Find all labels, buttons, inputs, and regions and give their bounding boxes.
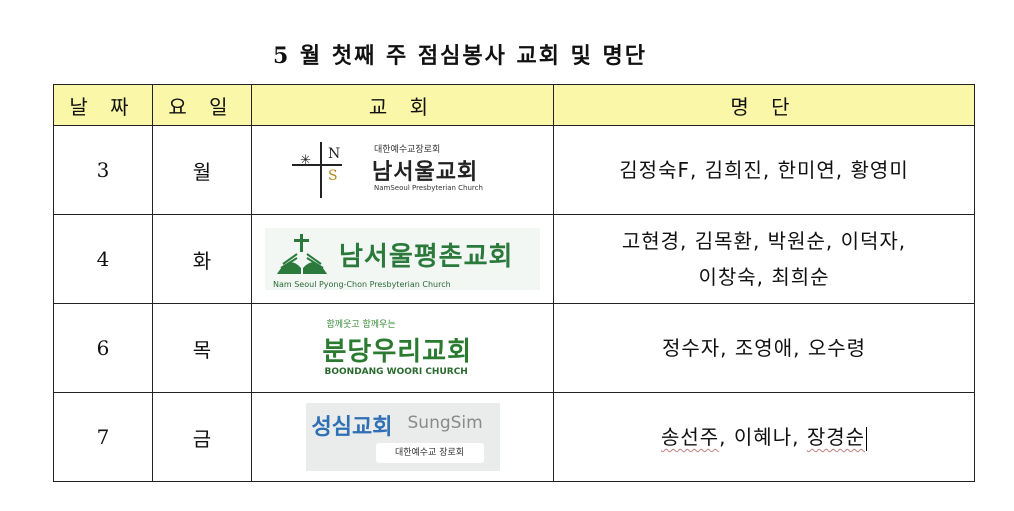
names-cell: 고현경, 김목환, 박원순, 이덕자, 이창숙, 최희순 xyxy=(553,214,975,304)
logo-mark-n: N xyxy=(328,146,341,162)
names-cell: 정수자, 조영애, 오수령 xyxy=(553,303,975,393)
header-names: 명 단 xyxy=(553,84,975,126)
table-header-row: 날 짜 요 일 교 회 명 단 xyxy=(53,84,975,126)
logo-english-name: BOONDANG WOORI CHURCH xyxy=(324,367,468,377)
document-title: 5 월 첫째 주 점심봉사 교회 및 명단 xyxy=(272,43,648,69)
volunteer-schedule-table: 날 짜 요 일 교 회 명 단 3 월 ✳ N S 대한예수교장로회 남서울교회… xyxy=(53,84,975,482)
logo-church-name: 분당우리교회 xyxy=(322,337,473,367)
open-book-cross-icon xyxy=(277,234,327,274)
name-separator: , xyxy=(792,425,807,449)
names-line: 고현경, 김목환, 박원순, 이덕자, xyxy=(621,229,907,253)
sungsim-church-logo: 성심교회 SungSim 대한예수교 장로회 xyxy=(305,403,500,471)
church-cell: 성심교회 SungSim 대한예수교 장로회 xyxy=(251,392,554,482)
boondang-woori-church-logo: 함께웃고 함께우는 분당우리교회 BOONDANG WOORI CHURCH xyxy=(313,315,493,381)
pyongchon-church-logo: 남서울평촌교회 Nam Seoul Pyong-Chon Presbyteria… xyxy=(265,228,540,290)
church-cell: 함께웃고 함께우는 분당우리교회 BOONDANG WOORI CHURCH xyxy=(251,303,554,393)
table-row: 6 목 함께웃고 함께우는 분당우리교회 BOONDANG WOORI CHUR… xyxy=(53,303,975,393)
names-cell[interactable]: 송선주, 이혜나, 장경순 xyxy=(553,392,975,482)
date-cell: 3 xyxy=(53,125,153,215)
logo-church-name: 성심교회 xyxy=(311,415,393,440)
name-separator: , xyxy=(719,425,734,449)
names-line: 이창숙, 최희순 xyxy=(698,265,830,289)
logo-english-name: Nam Seoul Pyong-Chon Presbyterian Church xyxy=(273,280,451,289)
day-cell: 금 xyxy=(152,392,252,482)
cross-bar xyxy=(292,164,342,166)
header-day: 요 일 xyxy=(152,84,252,126)
date-cell: 6 xyxy=(53,303,153,393)
logo-church-name: 남서울평촌교회 xyxy=(339,242,514,272)
logo-church-name: 남서울교회 xyxy=(372,160,479,185)
cross-icon xyxy=(320,142,322,198)
logo-mark-s: S xyxy=(328,168,338,184)
table-row: 3 월 ✳ N S 대한예수교장로회 남서울교회 NamSeoul Presby… xyxy=(53,125,975,215)
date-cell: 7 xyxy=(53,392,153,482)
names-line: 김정숙F, 김희진, 한미연, 황영미 xyxy=(619,158,909,182)
text-cursor xyxy=(866,426,868,451)
table-row: 7 금 성심교회 SungSim 대한예수교 장로회 송선주, 이혜나, 장경순 xyxy=(53,392,975,482)
logo-denomination: 대한예수교 장로회 xyxy=(375,443,484,463)
church-cell: 남서울평촌교회 Nam Seoul Pyong-Chon Presbyteria… xyxy=(251,214,554,304)
logo-slogan: 함께웃고 함께우는 xyxy=(326,320,396,330)
header-church: 교 회 xyxy=(251,84,554,126)
names-line: 정수자, 조영애, 오수령 xyxy=(661,336,867,360)
day-cell: 목 xyxy=(152,303,252,393)
logo-english-name: NamSeoul Presbyterian Church xyxy=(374,184,483,192)
date-cell: 4 xyxy=(53,214,153,304)
name-entry: 송선주 xyxy=(660,425,720,449)
star-icon: ✳ xyxy=(300,153,311,168)
day-cell: 화 xyxy=(152,214,252,304)
day-cell: 월 xyxy=(152,125,252,215)
header-date: 날 짜 xyxy=(53,84,153,126)
name-entry: 이혜나 xyxy=(733,425,793,449)
church-cell: ✳ N S 대한예수교장로회 남서울교회 NamSeoul Presbyteri… xyxy=(251,125,554,215)
name-entry: 장경순 xyxy=(806,425,866,449)
namseoul-church-logo: ✳ N S 대한예수교장로회 남서울교회 NamSeoul Presbyteri… xyxy=(290,140,515,200)
table-row: 4 화 남서울평촌교회 Nam Seoul Pyong-Chon Presbyt… xyxy=(53,214,975,304)
logo-denomination: 대한예수교장로회 xyxy=(374,145,441,155)
logo-english-name: SungSim xyxy=(407,413,483,433)
names-cell: 김정숙F, 김희진, 한미연, 황영미 xyxy=(553,125,975,215)
